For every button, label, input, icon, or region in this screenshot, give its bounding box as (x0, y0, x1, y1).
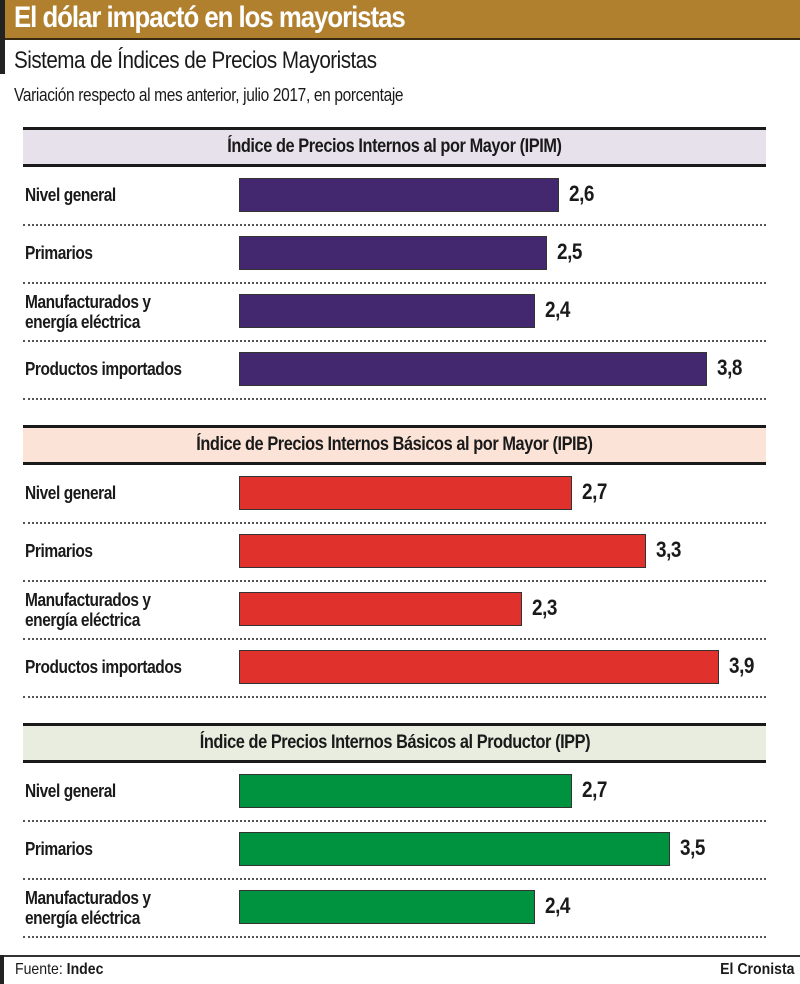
category-label: Nivel general (25, 781, 116, 801)
category-label: Manufacturados y energía eléctrica (25, 888, 151, 928)
row-separator (23, 580, 766, 582)
row-separator (23, 638, 766, 640)
row-separator (23, 224, 766, 226)
bar-ipib (239, 534, 646, 568)
category-label: Nivel general (25, 185, 116, 205)
chart-subtitle: Sistema de Índices de Precios Mayoristas (14, 47, 377, 74)
section-header-ipib: Índice de Precios Internos Básicos al po… (23, 425, 766, 465)
data-label: 3,8 (717, 355, 743, 380)
category-label: Productos importados (25, 359, 182, 379)
source-label: Fuente: (15, 961, 67, 978)
row-separator (23, 522, 766, 524)
data-label: 2,5 (557, 239, 583, 264)
row-separator (23, 340, 766, 342)
source-value: Indec (66, 961, 104, 978)
data-label: 2,4 (544, 893, 570, 918)
bar-ipim (239, 236, 547, 270)
data-label: 3,5 (680, 835, 706, 860)
section-header-ipim: Índice de Precios Internos al por Mayor … (23, 127, 766, 167)
section-header-ipp: Índice de Precios Internos Básicos al Pr… (23, 723, 766, 763)
category-label: Nivel general (25, 483, 116, 503)
bar-ipim (239, 178, 560, 212)
bar-ipib (239, 592, 523, 626)
bar-ipib (239, 476, 572, 510)
chart-title: El dólar impactó en los mayoristas (14, 1, 406, 34)
data-label: 2,4 (544, 297, 570, 322)
category-label: Manufacturados y energía eléctrica (25, 292, 151, 332)
data-label: 3,9 (729, 653, 755, 678)
row-separator (23, 398, 766, 400)
header-band (0, 0, 800, 40)
publisher-brand: El Cronista (719, 961, 794, 978)
row-separator (23, 696, 766, 698)
source-note: Fuente: Indec (15, 961, 103, 979)
section-title: Índice de Precios Internos Básicos al po… (196, 434, 593, 455)
bar-ipib (239, 650, 720, 684)
row-separator (23, 878, 766, 880)
category-label: Manufacturados y energía eléctrica (25, 590, 151, 630)
footer-accent-bar (0, 955, 4, 984)
bar-ipim (239, 352, 708, 386)
row-separator (23, 282, 766, 284)
data-label: 2,7 (581, 479, 607, 504)
bar-ipp (239, 774, 572, 808)
data-label: 2,6 (569, 181, 595, 206)
bar-ipim (239, 294, 535, 328)
footer-divider (0, 955, 800, 957)
section-title: Índice de Precios Internos Básicos al Pr… (199, 732, 590, 753)
bar-ipp (239, 832, 671, 866)
category-label: Productos importados (25, 657, 182, 677)
category-label: Primarios (25, 541, 93, 561)
left-accent-bar (0, 0, 5, 74)
chart-lead: Variación respecto al mes anterior, juli… (14, 85, 404, 105)
row-separator (23, 936, 766, 938)
data-label: 2,7 (581, 777, 607, 802)
bar-ipp (239, 890, 535, 924)
section-title: Índice de Precios Internos al por Mayor … (227, 136, 562, 157)
row-separator (23, 820, 766, 822)
category-label: Primarios (25, 243, 93, 263)
data-label: 3,3 (655, 537, 681, 562)
category-label: Primarios (25, 839, 93, 859)
data-label: 2,3 (532, 595, 558, 620)
